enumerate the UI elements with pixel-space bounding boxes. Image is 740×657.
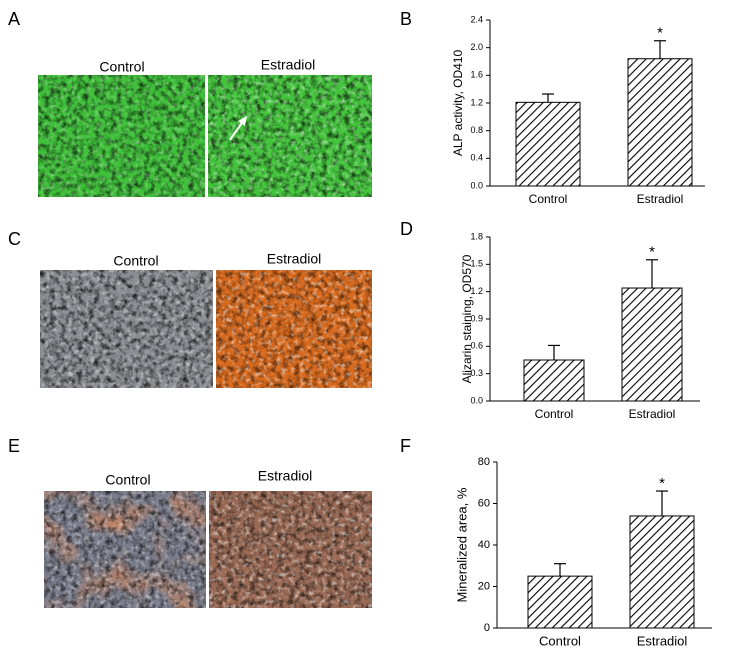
panel-label: A	[8, 9, 20, 29]
bar	[527, 575, 593, 629]
bar	[627, 58, 693, 187]
y-tick-label: 80	[478, 456, 490, 468]
x-tick-label: Control	[539, 633, 581, 648]
panel-label: E	[8, 436, 20, 456]
micrograph-c	[40, 270, 372, 388]
y-tick-label: 1.5	[470, 259, 483, 269]
y-tick-label: 0.3	[470, 368, 483, 378]
y-tick-label: 0	[484, 622, 490, 634]
y-tick-label: 1.8	[470, 231, 483, 241]
bar	[621, 287, 683, 402]
x-tick-label: Estradiol	[629, 407, 676, 421]
image-label: Control	[99, 59, 144, 75]
bar	[515, 101, 581, 187]
y-tick-label: 1.6	[470, 70, 483, 80]
y-tick-label: 1.2	[470, 286, 483, 296]
y-tick-label: 0.8	[470, 125, 483, 135]
y-axis-label: Alizarin staining, OD570	[460, 254, 474, 383]
bar	[629, 515, 695, 629]
micrograph-a	[38, 75, 372, 197]
image-label: Estradiol	[267, 251, 321, 267]
y-tick-label: 2.4	[470, 14, 483, 24]
bar	[523, 359, 585, 402]
y-axis-label: ALP activity, OD410	[451, 50, 465, 157]
y-tick-label: 60	[478, 497, 490, 509]
y-tick-label: 0.6	[470, 341, 483, 351]
y-tick-label: 40	[478, 539, 490, 551]
significance-mark: *	[657, 25, 663, 42]
x-tick-label: Control	[529, 192, 568, 206]
x-tick-label: Estradiol	[637, 633, 688, 648]
x-tick-label: Control	[535, 407, 574, 421]
panel-label: F	[400, 436, 411, 456]
y-tick-label: 20	[478, 580, 490, 592]
significance-mark: *	[649, 244, 655, 261]
image-label: Control	[105, 472, 150, 488]
x-tick-label: Estradiol	[637, 192, 684, 206]
panel-label: C	[8, 229, 21, 249]
y-tick-label: 0.4	[470, 153, 483, 163]
image-label: Estradiol	[261, 57, 315, 73]
image-label: Control	[113, 253, 158, 269]
y-tick-label: 0.9	[470, 313, 483, 323]
micrograph-e	[44, 491, 372, 608]
image-label: Estradiol	[258, 468, 312, 484]
panel-label: D	[400, 219, 413, 239]
y-tick-label: 0.0	[470, 180, 483, 190]
y-tick-label: 0.0	[470, 395, 483, 405]
y-axis-label: Mineralized area, %	[454, 487, 469, 602]
y-tick-label: 1.2	[470, 97, 483, 107]
panel-label: B	[400, 9, 412, 29]
y-tick-label: 2.0	[470, 42, 483, 52]
significance-mark: *	[659, 475, 665, 492]
